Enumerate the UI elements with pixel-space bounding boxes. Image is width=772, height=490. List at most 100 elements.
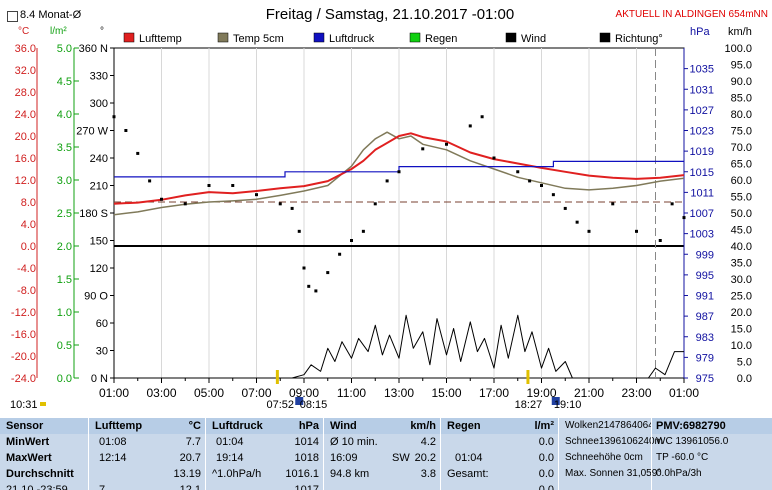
sensor-header: Sensor <box>6 420 44 432</box>
wind-avg-label: Ø 10 min. <box>330 436 378 448</box>
temp-tick-label-5: 16.0 <box>15 153 36 165</box>
lufttemp-header: Lufttemp <box>95 420 143 432</box>
sunset-icon <box>551 397 560 405</box>
luftdruck-column: Luftdruck hPa 01:04 1014 19:14 1018 ^1.0hPa… <box>206 418 323 490</box>
pressure-tick-label-14: 979 <box>696 352 714 364</box>
direction-point-3 <box>148 179 152 183</box>
direction-point-29 <box>540 184 543 187</box>
direction-point-27 <box>516 170 520 174</box>
x-tick-label-2: 05:00 <box>194 386 224 400</box>
direction-tick-label-9: 90 O <box>84 291 108 303</box>
pmv-column: PMV:6982790 WC 13961056.0 TP -60.0 °C 0.… <box>652 418 772 490</box>
pressure-tick-label-7: 1007 <box>690 208 714 220</box>
snow-info: Schnee1396106240m <box>565 436 663 447</box>
wind-avg-value: 4.2 <box>420 436 436 448</box>
pressure-tick-label-8: 1003 <box>690 229 714 241</box>
regen-unit: l/m² <box>534 420 554 432</box>
wind-run: 94.8 km <box>330 468 370 480</box>
wind-tick-label-9: 55.0 <box>731 192 752 204</box>
direction-point-15 <box>326 271 330 275</box>
direction-point-30 <box>551 193 555 197</box>
regen-max-value: 0.0 <box>538 452 554 464</box>
wind-tick-label-15: 25.0 <box>731 291 752 303</box>
x-tick-label-10: 21:00 <box>574 386 604 400</box>
legend-swatch-0 <box>123 32 135 43</box>
direction-point-6 <box>207 184 211 187</box>
sunrise-icon-label: 08:15 <box>300 399 328 411</box>
direction-point-13 <box>307 284 311 288</box>
direction-tick-label-10: 60 <box>96 318 108 330</box>
wind-tick-label-17: 15.0 <box>731 324 752 336</box>
luftdruck-min-time: 01:04 <box>216 436 244 448</box>
legend-swatch-3 <box>409 32 421 43</box>
temp-tick-label-1: 32.0 <box>15 65 36 77</box>
date-label: 21.10.-23:59 <box>6 484 68 490</box>
wind-tick-label-0: 100.0 <box>724 43 752 55</box>
regen-total-label: Gesamt: <box>447 468 489 480</box>
sun-info: Max. Sonnen 31,059° <box>565 468 662 479</box>
direction-point-4 <box>160 197 163 201</box>
temp-tick-label-4: 20.0 <box>15 131 36 143</box>
pressure-tick-label-15: 975 <box>696 373 714 385</box>
windchill-info: WC 13961056.0 <box>656 436 729 447</box>
pressure-tick-label-2: 1027 <box>690 105 714 117</box>
direction-point-14 <box>314 289 318 293</box>
pressure-tick-label-5: 1015 <box>690 167 714 179</box>
monthly-avg-checkbox[interactable] <box>7 11 18 22</box>
direction-point-5 <box>183 202 187 206</box>
direction-point-12 <box>302 266 306 270</box>
lufttemp-max-time: 12:14 <box>99 452 127 464</box>
pressure-tick-label-10: 995 <box>696 270 714 282</box>
direction-point-22 <box>421 147 425 151</box>
lufttemp-current-value: 12.1 <box>179 484 201 490</box>
x-tick-label-11: 23:00 <box>621 386 651 400</box>
legend-label-0: Lufttemp <box>139 33 182 45</box>
wind-tick-label-12: 40.0 <box>731 241 752 253</box>
direction-tick-label-12: 0 N <box>91 373 108 385</box>
temp-tick-label-6: 12.0 <box>15 175 36 187</box>
wind-tick-label-20: 0.0 <box>737 373 752 385</box>
luftdruck-unit: hPa <box>298 420 319 432</box>
temp-tick-label-0: 36.0 <box>15 43 36 55</box>
wind-tick-label-19: 5.0 <box>737 357 752 369</box>
direction-point-31 <box>563 206 567 210</box>
temp-tick-label-3: 24.0 <box>15 109 36 121</box>
luftdruck-series-line <box>114 160 684 178</box>
wind-tick-label-5: 75.0 <box>731 126 752 138</box>
rain-tick-label-6: 2.0 <box>57 241 72 253</box>
pressure-tick-label-13: 983 <box>696 332 714 344</box>
regen-min-value: 0.0 <box>538 436 554 448</box>
direction-tick-label-6: 180 S <box>79 208 108 220</box>
sensor-column: Sensor MinWert MaxWert Durchschnitt 21.1… <box>0 418 88 490</box>
direction-point-28 <box>528 179 532 183</box>
direction-point-36 <box>658 239 662 242</box>
min-label: MinWert <box>6 436 50 448</box>
summary-table: Sensor MinWert MaxWert Durchschnitt 21.1… <box>0 418 772 490</box>
regen-current-value: 0.0 <box>538 484 554 490</box>
lufttemp-max-value: 20.7 <box>179 452 201 464</box>
direction-point-23 <box>445 142 448 146</box>
lufttemp-avg-value: 13.19 <box>173 468 201 480</box>
wind-tick-label-3: 85.0 <box>731 93 752 105</box>
lufttemp-series-line <box>113 132 685 205</box>
unit-rain: l/m² <box>50 26 67 37</box>
direction-tick-label-3: 270 W <box>76 126 108 138</box>
rain-tick-label-4: 3.0 <box>57 175 72 187</box>
luftdruck-current-value: 1017 <box>294 484 319 490</box>
luftdruck-max-time: 19:14 <box>216 452 244 464</box>
lufttemp-min-time: 01:08 <box>99 436 127 448</box>
x-tick-label-6: 13:00 <box>384 386 414 400</box>
direction-point-19 <box>373 202 377 206</box>
rain-tick-label-10: 0.0 <box>57 373 72 385</box>
wind-max-time: 16:09 <box>330 452 358 464</box>
rain-tick-label-3: 3.5 <box>57 142 72 154</box>
rain-tick-label-5: 2.5 <box>57 208 72 220</box>
direction-point-0 <box>112 115 116 119</box>
direction-point-1 <box>124 129 128 132</box>
luftdruck-trend: ^1.0hPa/h <box>212 468 262 480</box>
legend-label-2: Luftdruck <box>329 33 375 45</box>
temp-tick-label-11: -8.0 <box>17 285 36 297</box>
rain-tick-label-1: 4.5 <box>57 76 72 88</box>
lufttemp-min-value: 7.7 <box>185 436 201 448</box>
